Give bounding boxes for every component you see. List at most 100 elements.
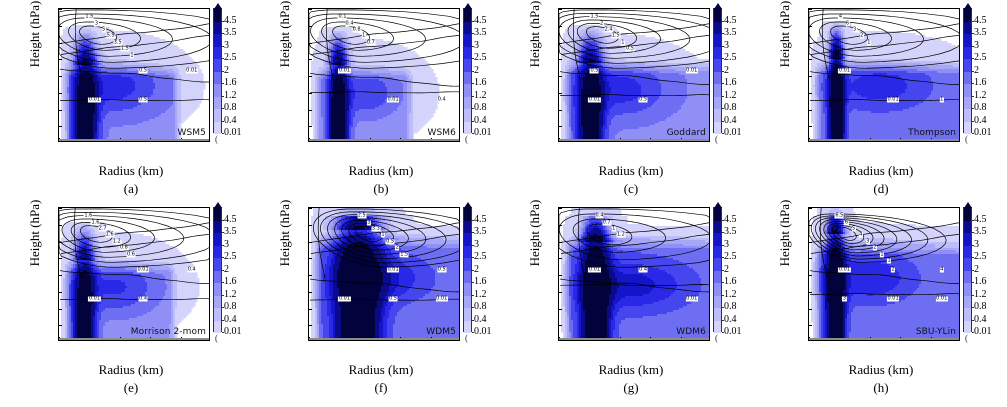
- panel-caption: (a): [42, 181, 220, 197]
- colorbar-segment: [964, 258, 971, 271]
- panel-wsm6: Height (hPa) 0.1 0.4 0.8 1 0.7 0.4 0.01 0.01 WSM6…: [250, 0, 501, 203]
- model-name-tag: Thompson: [908, 128, 956, 138]
- colorbar-segment: [464, 59, 471, 72]
- y-axis-tick-mark: [59, 241, 62, 243]
- y-axis-tick-mark: [309, 126, 312, 128]
- panel-thompson: Height (hPa)4632110.010.01Thompson100200…: [750, 0, 1001, 203]
- panel-wdm6: Height (hPa)0.40.711.20.40.010.01WDM6100…: [500, 199, 751, 402]
- y-axis-tick-mark: [559, 25, 562, 27]
- colorbar-tick-mark: [222, 95, 224, 97]
- colorbar-tick-label: 3.5: [724, 28, 737, 38]
- y-axis-tick-mark: [309, 59, 312, 61]
- colorbar-gradient: [713, 202, 722, 334]
- colorbar-tick-mark: [972, 307, 974, 308]
- y-axis-label: Height (hPa): [777, 0, 793, 99]
- colorbar-segment: [714, 233, 721, 246]
- contour-label: 3: [366, 220, 371, 226]
- colorbar-segment: [714, 308, 721, 321]
- colorbar-tick-label: 3: [224, 40, 229, 51]
- colorbar-tick-label: 1.2: [474, 90, 487, 101]
- colorbar-tick-label: 0.01: [224, 128, 242, 138]
- colorbar-tick-label: 1.6: [974, 277, 987, 287]
- y-axis-tick-mark: [309, 308, 312, 310]
- colorbar-segment: [964, 121, 971, 135]
- contour-label: 1: [361, 33, 366, 39]
- contour-label: 0.5: [638, 97, 648, 103]
- colorbar-tick-label: 0.4: [974, 314, 987, 325]
- colorbar-segment: [714, 320, 721, 334]
- colorbar-segment: [464, 96, 471, 110]
- colorbar-tick-label: 0.4: [724, 115, 737, 126]
- contour-label: 1.2: [616, 232, 626, 238]
- colorbar-tick-label: 1.6: [224, 78, 237, 88]
- colorbar-tick-mark: [722, 257, 724, 258]
- y-axis-tick-mark: [559, 109, 562, 111]
- colorbar-tick-label: 1.2: [224, 90, 237, 101]
- colorbar: 4.5 3.5 3 2.5 2 1.6 1.2 0.8 0.4 0.01 (: [213, 202, 249, 343]
- colorbar-segment: [214, 220, 221, 234]
- colorbar-tick-mark: [222, 45, 224, 47]
- contour-label: 0.01: [338, 296, 351, 302]
- colorbar-tick-label: 3.5: [224, 28, 237, 38]
- contour-label: 0.4: [638, 267, 648, 273]
- colorbar-tick-label: 0.4: [724, 314, 737, 325]
- colorbar-tick-label: 0.01: [974, 327, 992, 337]
- colorbar-tick-label: 4.5: [224, 214, 237, 225]
- x-axis-label: Radius (km): [542, 163, 720, 179]
- y-axis-tick-mark: [809, 76, 812, 77]
- colorbar-tick-label: 2.5: [724, 252, 737, 262]
- y-axis-tick-mark: [559, 224, 562, 226]
- colorbar-tick-label: 3.5: [724, 227, 737, 237]
- colorbar-segment: [464, 270, 471, 284]
- y-axis-tick-mark: [59, 109, 62, 111]
- contour-label: 1.6: [83, 213, 93, 219]
- contour-label: 3: [865, 239, 870, 245]
- y-axis-label: Height (hPa): [277, 0, 293, 99]
- model-name-tag: Goddard: [667, 128, 706, 138]
- colorbar-tick-label: 0.01: [724, 327, 742, 337]
- y-axis-tick-mark: [809, 241, 812, 243]
- colorbar-segment: [214, 295, 221, 309]
- colorbar-segment: [464, 34, 471, 47]
- y-axis-tick-mark: [59, 42, 62, 44]
- y-axis-tick-mark: [559, 308, 562, 310]
- contour-label: 1.2: [112, 239, 122, 245]
- contour-label: 0.01: [338, 68, 351, 74]
- y-axis-tick-mark: [59, 92, 62, 94]
- colorbar-tick-label: 3.5: [224, 227, 237, 237]
- colorbar-tick-mark: [222, 232, 224, 233]
- colorbar-tick-mark: [722, 83, 724, 84]
- y-axis-tick-mark: [809, 291, 812, 293]
- colorbar-segment: [214, 258, 221, 271]
- colorbar-footer-glyph: (: [965, 333, 968, 343]
- colorbar-tick-mark: [722, 219, 724, 221]
- y-axis-tick-mark: [309, 325, 312, 327]
- surface-baseline: [559, 338, 709, 340]
- x-axis-label: Radius (km): [292, 362, 470, 378]
- colorbar-gradient: [213, 202, 222, 334]
- y-axis-tick-mark: [809, 308, 812, 310]
- plot-area: 1.6 1.6 2.7 1.6 1.2 0.8 0.6 0.4 0.4 0.01 0.01 Morri…: [58, 207, 210, 341]
- contour-label: 2.5: [357, 213, 367, 219]
- y-axis-tick-mark: [59, 308, 62, 310]
- contour-label: 0.5: [437, 267, 447, 273]
- y-axis-tick-mark: [809, 59, 812, 61]
- contour-label: 2: [872, 245, 877, 251]
- y-axis-tick-mark: [309, 25, 312, 27]
- contour-label: 0.01: [387, 267, 400, 273]
- colorbar-segment: [964, 46, 971, 60]
- colorbar-tick-mark: [972, 20, 974, 22]
- y-axis-tick-mark: [559, 76, 562, 77]
- colorbar-footer-glyph: (: [465, 134, 468, 144]
- colorbar-extend-arrow-icon: [964, 3, 972, 9]
- y-axis-tick-mark: [309, 109, 312, 111]
- contour-label: 0.4: [138, 296, 148, 302]
- colorbar-segment: [464, 258, 471, 271]
- panel-wsm5: Height (hPa) 1.5 3 5 5.9 3.5 1.5 1 0.5 0.01 0.01 0.…: [0, 0, 251, 203]
- contour-label: 4: [939, 267, 944, 273]
- colorbar-gradient: [963, 202, 972, 334]
- contour-label: 2: [859, 33, 864, 39]
- colorbar-tick-mark: [222, 108, 224, 109]
- contour-label: 0.5: [388, 296, 398, 302]
